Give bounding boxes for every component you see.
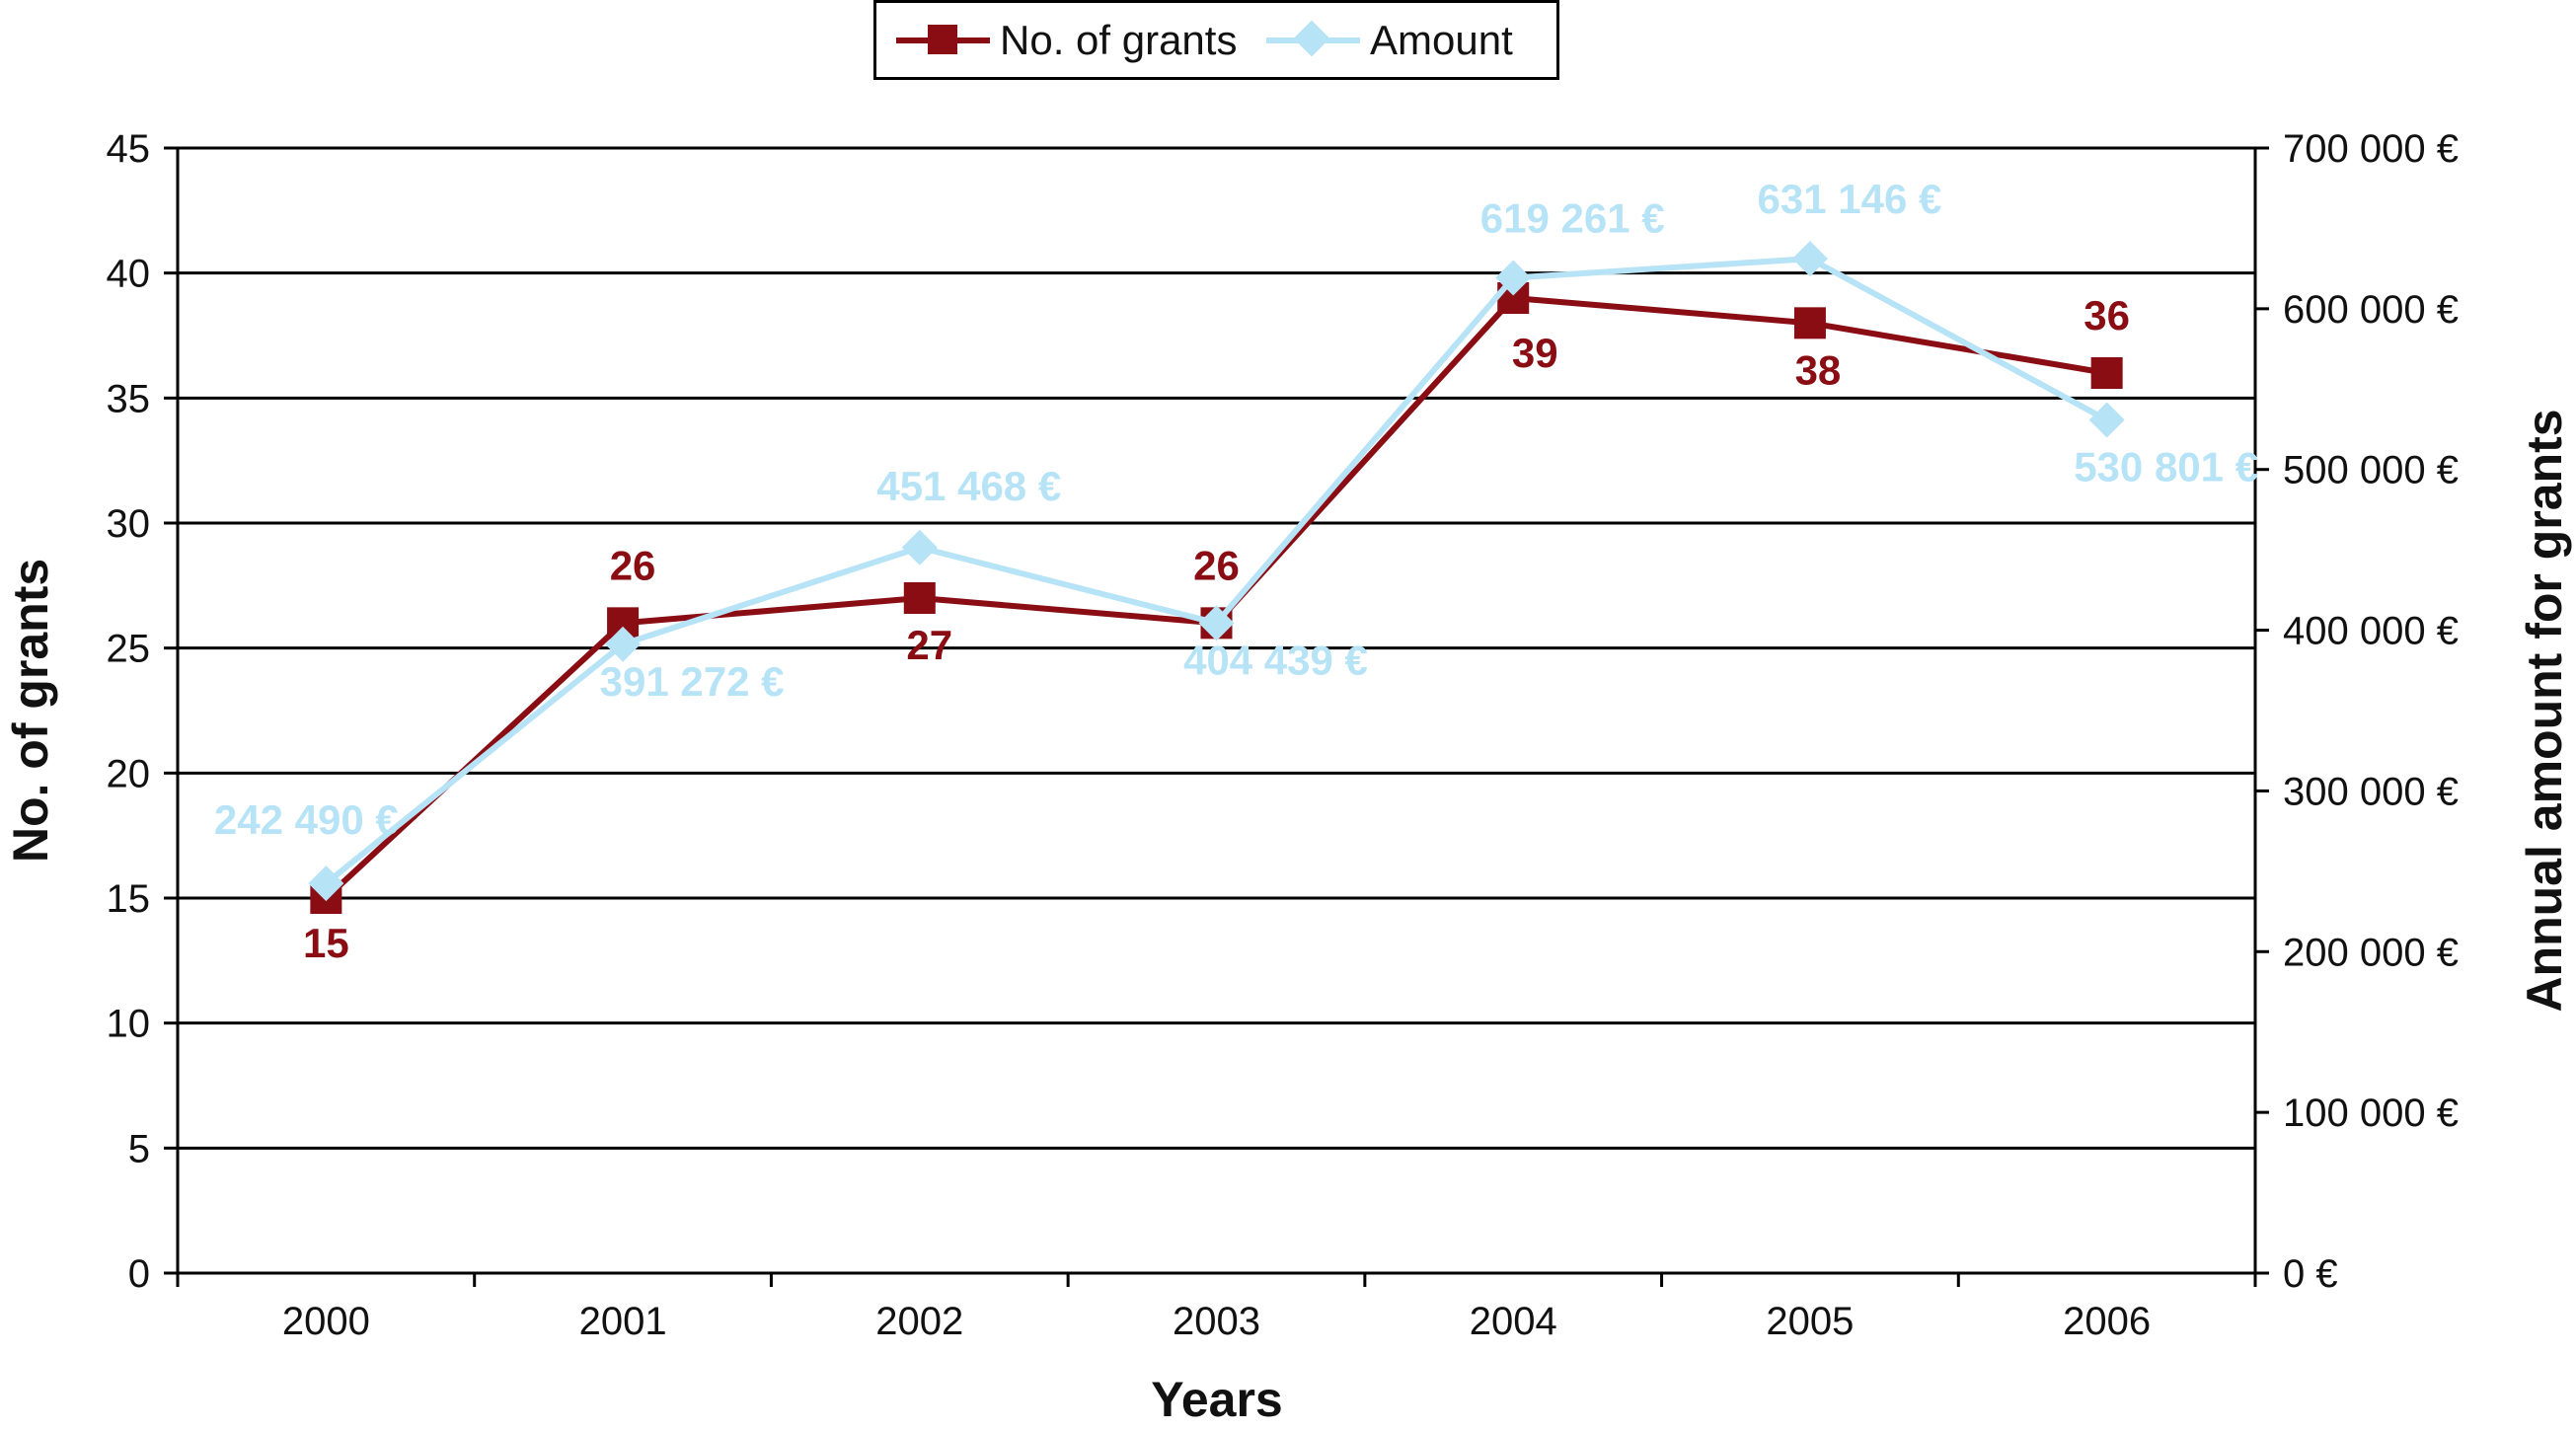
y-tick-label: 20: [107, 752, 151, 795]
x-tick-label: 2000: [282, 1300, 370, 1343]
data-label-no-of-grants: 27: [906, 622, 952, 668]
y2-tick-label: 400 000 €: [2283, 610, 2459, 653]
point-no-of-grants: [903, 582, 936, 614]
data-label-amount: 404 439 €: [1183, 637, 1368, 683]
point-amount: [1791, 241, 1828, 277]
y-tick-label: 35: [107, 377, 151, 420]
x-tick-label: 2006: [2063, 1300, 2151, 1343]
series-group: [308, 241, 2125, 914]
point-amount: [308, 866, 344, 902]
y-axis-title-right: Annual amount for grants: [2517, 409, 2572, 1012]
y-tick-label: 15: [107, 877, 151, 921]
legend-item-amount: Amount: [1266, 3, 1513, 77]
data-label-amount: 391 272 €: [600, 658, 785, 705]
data-label-amount: 530 801 €: [2074, 444, 2258, 490]
y-tick-label: 10: [107, 1003, 151, 1046]
left-axis-ticks: 0 5 10 15 20 25 30 35 40 45: [107, 127, 178, 1296]
legend: No. of grants Amount: [873, 0, 1559, 80]
x-axis-title: Years: [1151, 1372, 1282, 1427]
data-labels: 15 26 27 26 39 38 36 242 490 € 391 272 € 451 468 …: [214, 176, 2258, 966]
y2-tick-label: 200 000 €: [2283, 931, 2459, 974]
y-tick-label: 0: [128, 1252, 150, 1296]
x-tick-label: 2005: [1766, 1300, 1854, 1343]
data-label-no-of-grants: 15: [303, 920, 349, 966]
y-tick-label: 30: [107, 502, 151, 546]
data-label-no-of-grants: 26: [1193, 542, 1240, 588]
legend-swatch-amount: [1266, 20, 1360, 60]
point-amount: [1198, 605, 1235, 641]
legend-label-amount: Amount: [1370, 16, 1513, 63]
data-label-no-of-grants: 38: [1795, 346, 1842, 393]
x-tick-label: 2002: [875, 1300, 963, 1343]
y-axis-title-left: No. of grants: [3, 559, 58, 863]
point-amount: [605, 626, 642, 662]
y-tick-label: 5: [128, 1127, 150, 1170]
data-label-no-of-grants: 26: [610, 542, 656, 588]
x-tick-label: 2004: [1470, 1300, 1557, 1343]
y2-tick-label: 600 000 €: [2283, 288, 2459, 332]
y2-tick-label: 700 000 €: [2283, 127, 2459, 171]
x-tick-label: 2001: [579, 1300, 667, 1343]
point-amount: [1495, 260, 1532, 296]
y-tick-label: 40: [107, 253, 151, 296]
x-tick-label: 2003: [1173, 1300, 1260, 1343]
legend-swatch-no-of-grants: [896, 21, 990, 60]
x-axis-ticks: 2000 2001 2002 2003 2004 2005 2006: [176, 1273, 2257, 1343]
point-no-of-grants: [2090, 357, 2123, 389]
legend-label-no-of-grants: No. of grants: [1000, 16, 1238, 63]
data-label-no-of-grants: 39: [1512, 330, 1558, 376]
gridlines: [178, 146, 2255, 1150]
data-label-amount: 451 468 €: [876, 463, 1061, 509]
axes: [176, 148, 2257, 1275]
point-amount: [901, 529, 938, 565]
y2-tick-label: 300 000 €: [2283, 770, 2459, 813]
point-amount: [2088, 402, 2125, 438]
right-axis-ticks: 0 € 100 000 € 200 000 € 300 000 € 400 000 € 5…: [2255, 127, 2459, 1296]
y-tick-label: 45: [107, 127, 151, 171]
data-label-no-of-grants: 36: [2084, 292, 2130, 339]
y2-tick-label: 500 000 €: [2283, 449, 2459, 492]
data-label-amount: 631 146 €: [1757, 176, 1941, 222]
y2-tick-label: 100 000 €: [2283, 1092, 2459, 1135]
y2-tick-label: 0 €: [2283, 1252, 2338, 1296]
data-label-amount: 619 261 €: [1480, 194, 1665, 241]
data-label-amount: 242 490 €: [214, 796, 399, 843]
y-tick-label: 25: [107, 628, 151, 671]
point-no-of-grants: [1793, 307, 1826, 339]
legend-item-no-of-grants: No. of grants: [896, 3, 1237, 77]
